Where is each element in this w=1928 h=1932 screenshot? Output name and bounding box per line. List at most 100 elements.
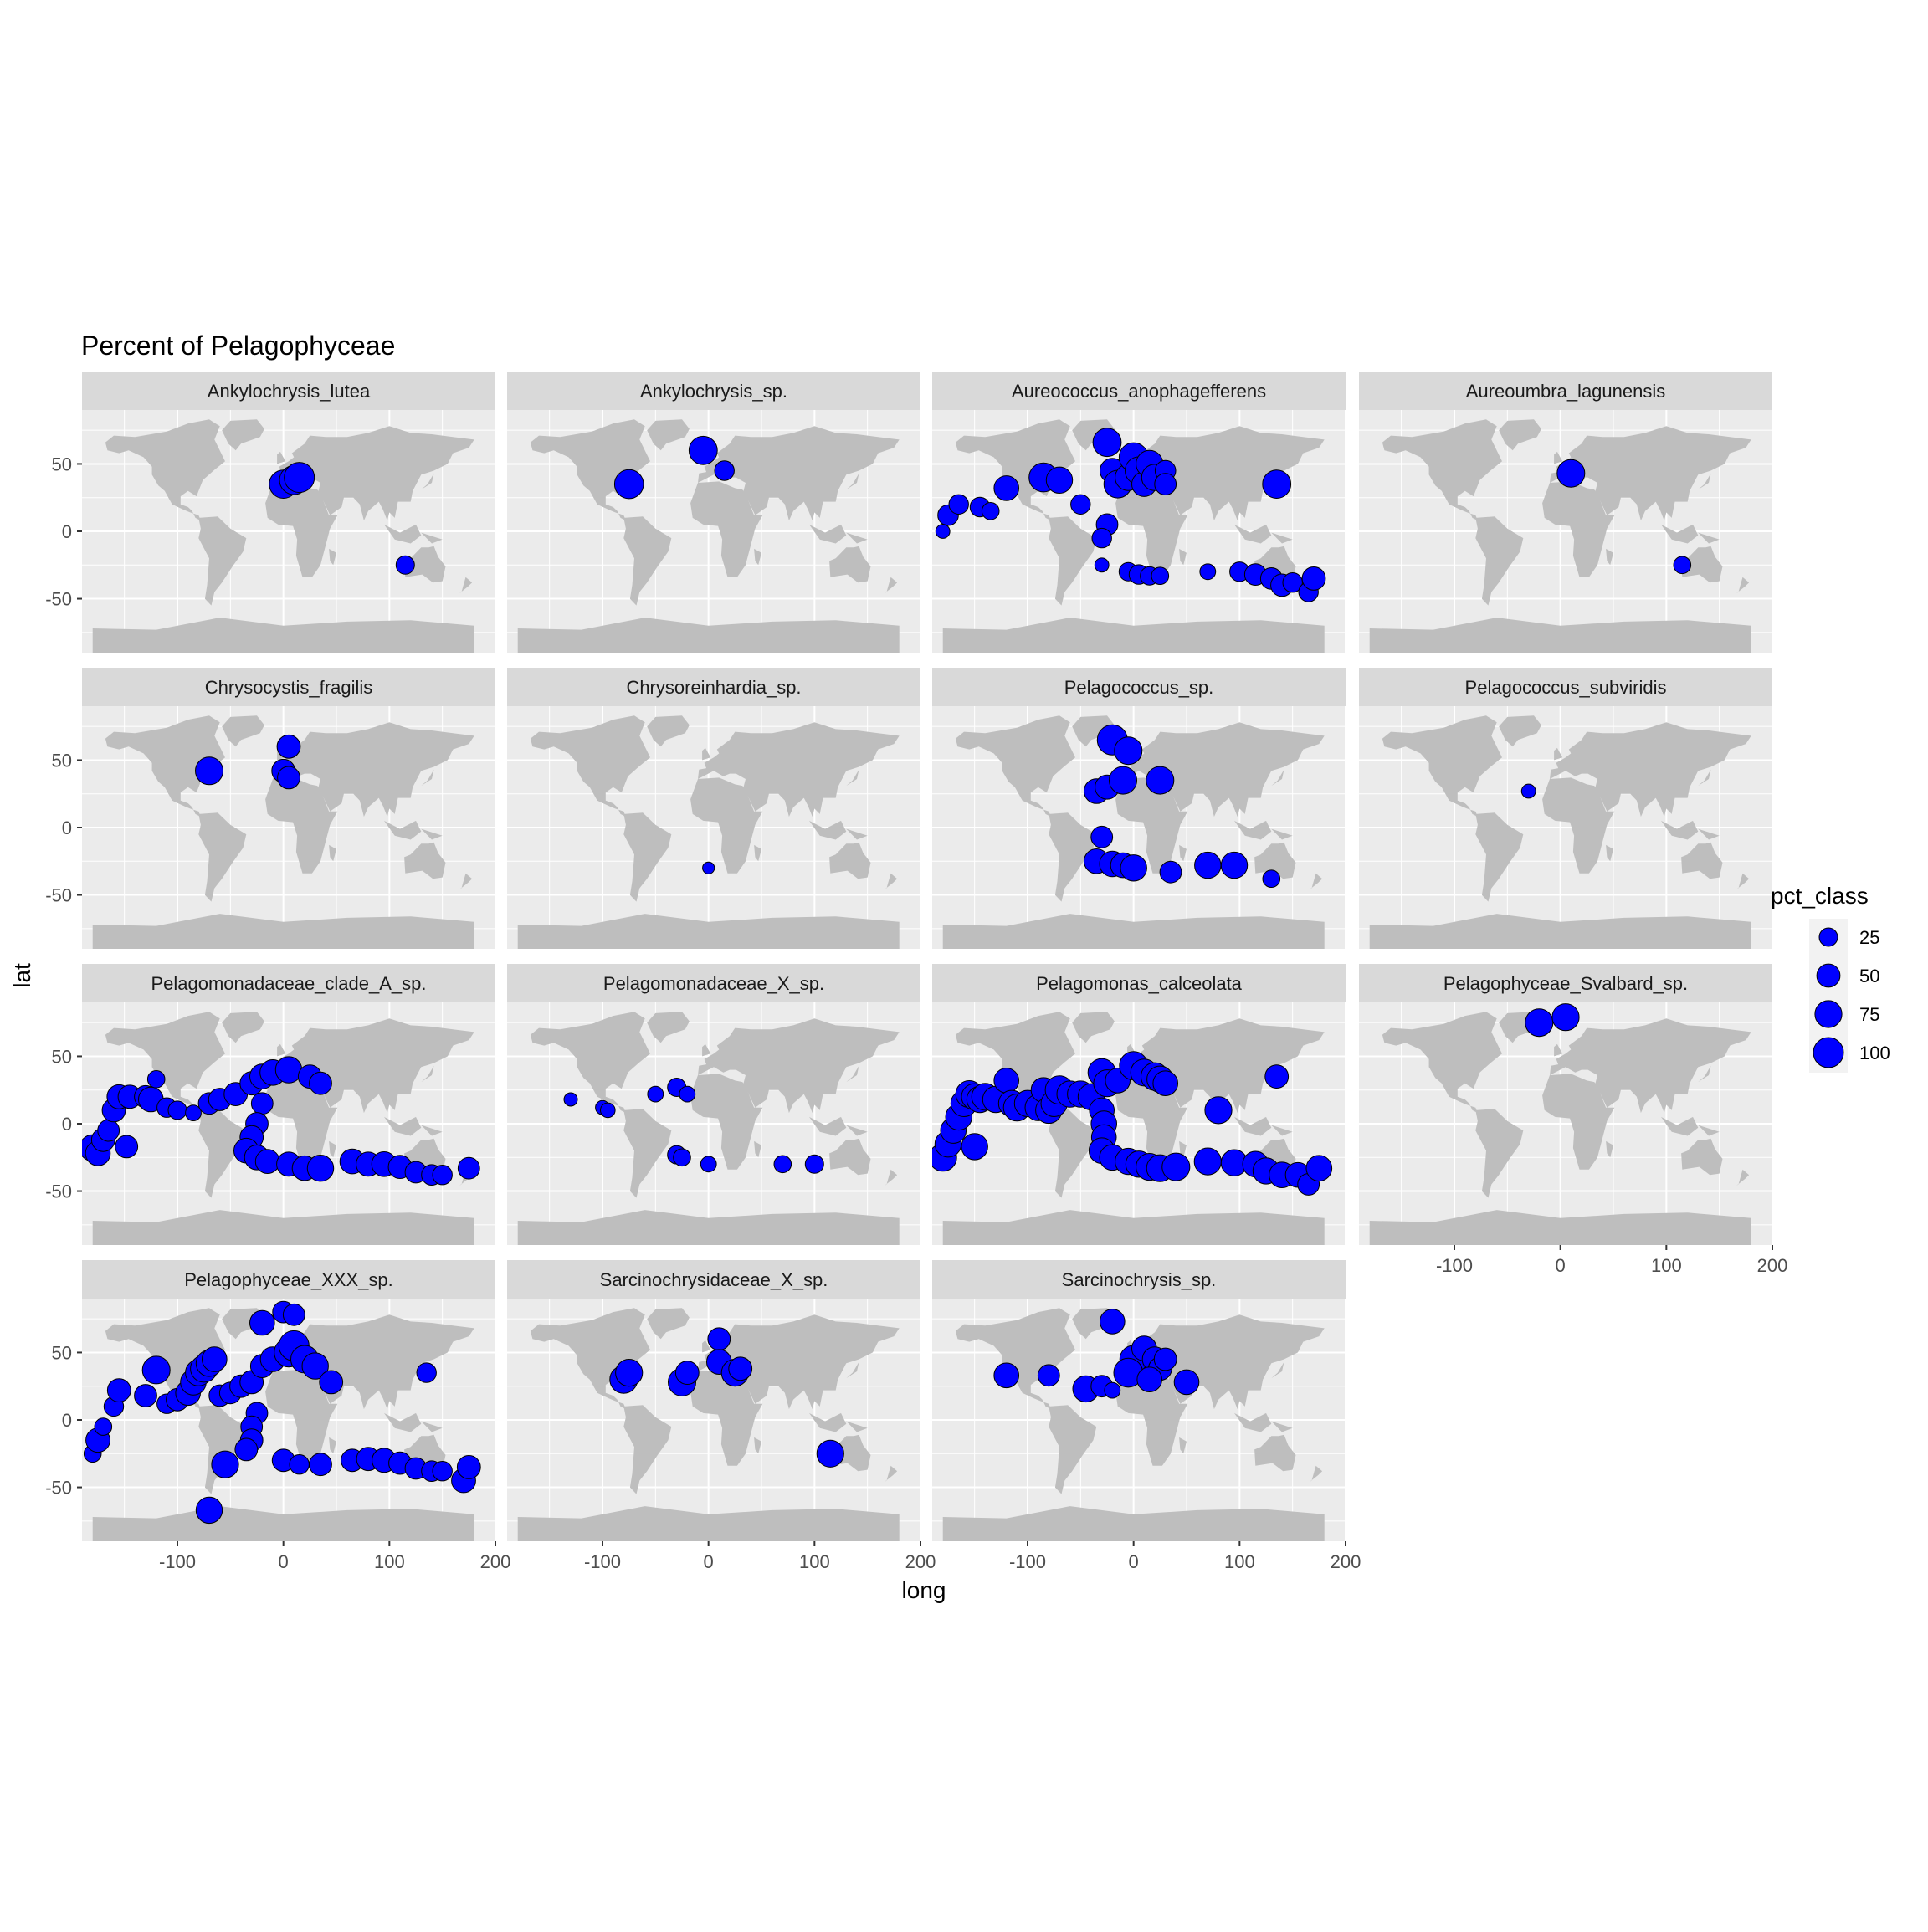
data-point xyxy=(1204,1096,1233,1125)
landmass xyxy=(698,722,900,817)
data-point xyxy=(707,1327,731,1351)
facet-panel: Pelagomonadaceae_clade_A_sp. -50 0 50 xyxy=(45,964,496,1245)
y-tick-label: -50 xyxy=(45,885,72,906)
data-point xyxy=(1556,459,1586,488)
landmass xyxy=(1475,812,1524,902)
facet-strip xyxy=(932,372,1346,410)
landmass xyxy=(198,1405,247,1494)
landmass xyxy=(754,1437,761,1454)
landmass xyxy=(1271,769,1284,787)
landmass xyxy=(698,1018,900,1114)
x-tick-label: 0 xyxy=(1556,1255,1566,1276)
landmass xyxy=(754,548,761,566)
data-point xyxy=(1525,1008,1554,1038)
landmass xyxy=(623,1405,672,1494)
data-point xyxy=(141,1355,171,1385)
x-tick-label: 100 xyxy=(1224,1551,1255,1572)
landmass xyxy=(1698,769,1711,787)
data-point xyxy=(309,1071,332,1095)
landmass xyxy=(1123,426,1325,521)
landmass xyxy=(1475,516,1524,606)
data-point xyxy=(1091,527,1112,549)
landmass xyxy=(384,524,422,544)
data-point xyxy=(700,1156,717,1173)
data-point xyxy=(1159,860,1182,884)
data-point xyxy=(714,460,735,481)
landmass xyxy=(1369,618,1751,653)
landmass xyxy=(105,419,226,521)
data-point xyxy=(728,1356,753,1381)
data-point xyxy=(309,1453,332,1477)
data-point xyxy=(1153,1347,1177,1371)
landmass xyxy=(530,715,650,817)
landmass xyxy=(92,1506,474,1541)
landmass xyxy=(846,828,868,840)
landmass xyxy=(1661,1116,1699,1136)
legend-key xyxy=(1818,927,1838,947)
data-point xyxy=(702,861,715,874)
legend-key xyxy=(1813,1037,1844,1068)
facet-panel: Pelagococcus_subviridis xyxy=(1359,668,1773,949)
data-point xyxy=(1173,1369,1200,1396)
landmass xyxy=(1542,481,1615,577)
facet-strip-label: Ankylochrysis_lutea xyxy=(208,381,371,402)
world-map xyxy=(942,1308,1325,1541)
facet-strip xyxy=(82,1260,495,1299)
data-point xyxy=(1301,566,1326,591)
data-point xyxy=(773,1155,792,1174)
landmass xyxy=(809,820,847,840)
landmass xyxy=(459,873,473,890)
data-point xyxy=(1151,566,1170,585)
y-tick-label: 50 xyxy=(52,1342,72,1363)
landmass xyxy=(517,618,900,653)
landmass xyxy=(1049,516,1097,606)
landmass xyxy=(421,473,434,490)
y-tick-label: 0 xyxy=(62,1410,72,1431)
landmass xyxy=(647,1012,690,1043)
landmass xyxy=(1661,524,1699,544)
landmass xyxy=(1072,1012,1115,1043)
landmass xyxy=(647,419,690,451)
x-tick-label: 200 xyxy=(905,1551,936,1572)
landmass xyxy=(421,1065,434,1083)
landmass xyxy=(846,1125,868,1136)
landmass xyxy=(1369,914,1751,949)
landmass xyxy=(702,1043,711,1057)
legend-label: 75 xyxy=(1859,1004,1879,1025)
landmass xyxy=(1234,524,1272,544)
data-point xyxy=(1152,1070,1179,1096)
landmass xyxy=(421,1421,443,1432)
y-tick-label: -50 xyxy=(45,589,72,610)
landmass xyxy=(623,812,672,902)
data-point xyxy=(1045,466,1074,495)
data-point xyxy=(254,1149,280,1175)
landmass xyxy=(623,516,672,606)
landmass xyxy=(273,426,474,521)
data-point xyxy=(234,1437,259,1462)
facet-panel: Aureoumbra_lagunensis xyxy=(1359,372,1773,653)
landmass xyxy=(1123,1314,1325,1410)
y-axis-label: lat xyxy=(9,963,35,988)
facet-panel: Pelagomonas_calceolata xyxy=(932,964,1346,1245)
world-map xyxy=(92,715,474,949)
world-map xyxy=(932,1012,1333,1245)
data-point xyxy=(274,1056,303,1084)
data-point xyxy=(993,1362,1019,1389)
landmass xyxy=(105,715,226,817)
landmass xyxy=(829,842,871,879)
world-map xyxy=(82,1012,480,1245)
world-map xyxy=(1369,419,1751,653)
facet-panel: Sarcinochrysidaceae_X_sp. -100 0 100 200 xyxy=(507,1260,936,1572)
data-point xyxy=(185,1104,202,1122)
landmass xyxy=(384,820,422,840)
landmass xyxy=(1736,1169,1750,1186)
data-point xyxy=(615,1359,644,1387)
legend-label: 50 xyxy=(1859,966,1879,986)
x-tick-label: 100 xyxy=(374,1551,405,1572)
data-point xyxy=(1100,1309,1126,1335)
landmass xyxy=(105,1012,226,1114)
data-point xyxy=(94,1417,113,1436)
landmass xyxy=(198,516,247,606)
landmass xyxy=(829,546,871,583)
data-point xyxy=(106,1378,131,1402)
